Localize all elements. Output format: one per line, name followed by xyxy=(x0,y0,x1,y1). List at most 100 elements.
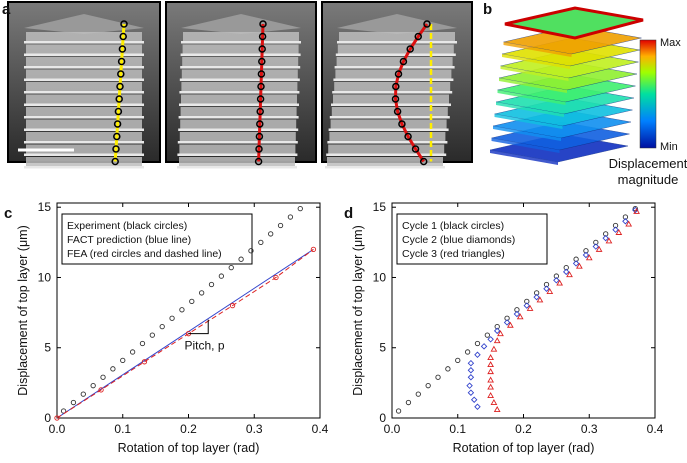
model-side xyxy=(499,78,567,93)
legend-entry: Cycle 2 (blue diamonds) xyxy=(402,234,515,246)
data-point xyxy=(487,361,494,368)
data-point xyxy=(297,205,303,212)
trace-point xyxy=(117,57,126,66)
lattice-layer xyxy=(26,57,142,68)
legend-entry: FEA (red circles and dashed line) xyxy=(67,248,222,260)
y-tick-label: 5 xyxy=(379,341,386,355)
legend-box xyxy=(396,213,548,265)
lattice-plate xyxy=(334,66,455,69)
data-point xyxy=(582,251,590,259)
data-point xyxy=(556,279,564,286)
trace-point xyxy=(256,120,264,128)
data-point xyxy=(415,391,421,397)
legend-entry: FACT prediction (blue line) xyxy=(67,234,191,246)
data-point xyxy=(487,368,494,375)
data-point xyxy=(189,298,195,305)
lattice-layer xyxy=(182,57,299,68)
data-point xyxy=(268,231,274,237)
data-point xyxy=(474,340,481,347)
data-point xyxy=(523,302,531,309)
lattice-plate xyxy=(180,53,301,56)
data-point xyxy=(612,226,619,233)
panel-label: a xyxy=(2,1,11,18)
lattice-layer xyxy=(183,32,299,43)
lattice-layer xyxy=(26,144,142,156)
lattice-plate xyxy=(331,103,451,106)
data-point xyxy=(595,245,603,252)
lattice-layer xyxy=(180,119,297,131)
data-point xyxy=(467,366,475,374)
x-tick-label: 0.0 xyxy=(384,422,401,436)
data-point xyxy=(395,408,402,414)
lattice-plate xyxy=(180,66,301,69)
lattice-layer xyxy=(329,132,446,143)
trace-point xyxy=(399,57,408,66)
y-tick-label: 10 xyxy=(38,270,52,284)
lattice-plate xyxy=(178,116,299,119)
trace-point xyxy=(256,107,264,116)
lattice-layer xyxy=(327,157,443,168)
data-point xyxy=(497,330,504,337)
data-point xyxy=(218,273,225,279)
lattice-plate xyxy=(325,166,445,169)
lattice-layer xyxy=(26,44,142,56)
x-axis-label: Rotation of top layer (rad) xyxy=(453,441,595,455)
legend-entry: Experiment (black circles) xyxy=(67,220,187,232)
data-point xyxy=(159,324,165,330)
trace-point xyxy=(411,145,420,153)
data-point xyxy=(572,260,580,267)
data-point xyxy=(615,228,623,235)
model-side xyxy=(491,138,560,153)
data-point xyxy=(592,243,600,250)
panel-label: c xyxy=(4,205,12,222)
lattice-plate xyxy=(178,128,299,131)
colorbar-max: Max xyxy=(660,37,681,49)
model-side xyxy=(503,42,572,57)
data-point xyxy=(208,281,215,288)
data-point xyxy=(169,315,175,321)
fem-model xyxy=(489,6,644,165)
trace-line xyxy=(113,23,126,162)
trace-point xyxy=(404,132,412,141)
lattice-plate xyxy=(177,153,298,156)
y-tick-label: 0 xyxy=(379,411,386,425)
data-point xyxy=(310,246,317,253)
lattice-plate xyxy=(24,166,144,169)
lattice-layer xyxy=(26,94,142,106)
data-point xyxy=(405,399,412,406)
data-point xyxy=(602,234,609,242)
lattice-plate xyxy=(24,91,144,94)
data-point xyxy=(622,218,629,225)
data-point xyxy=(533,293,540,301)
data-point xyxy=(198,290,205,296)
lattice-layer xyxy=(179,132,296,143)
data-point xyxy=(229,302,236,309)
data-point xyxy=(98,387,104,393)
y-tick-label: 5 xyxy=(44,341,51,355)
y-tick-label: 0 xyxy=(44,411,51,425)
trace-point xyxy=(257,70,266,78)
lattice-layer xyxy=(335,69,452,81)
x-tick-label: 0.3 xyxy=(246,422,263,436)
data-point xyxy=(480,343,488,350)
lattice-layer xyxy=(180,107,297,118)
x-axis-label: Rotation of top layer (rad) xyxy=(118,441,260,455)
data-point xyxy=(139,340,146,347)
legend-entry: Cycle 3 (red triangles) xyxy=(402,248,505,260)
lattice-plate xyxy=(24,153,144,156)
lattice-layer xyxy=(333,94,449,106)
lattice-plate xyxy=(24,53,144,56)
data-point xyxy=(490,345,498,352)
lattice-plate xyxy=(327,141,448,144)
data-point xyxy=(553,277,560,284)
data-point xyxy=(487,354,494,361)
trace-point xyxy=(254,157,263,166)
lattice-layer xyxy=(26,107,142,118)
lattice-plate xyxy=(24,78,144,81)
lattice-plate xyxy=(181,41,301,44)
lattice-top xyxy=(24,14,144,34)
data-point xyxy=(576,262,583,269)
lattice-plate xyxy=(179,91,300,94)
lattice-plate xyxy=(24,66,144,69)
trace-point xyxy=(255,132,264,141)
